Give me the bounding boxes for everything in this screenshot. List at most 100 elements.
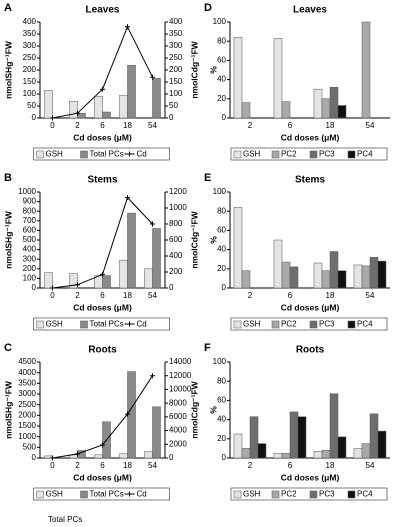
bar: [337, 436, 347, 459]
y-tick-label: 100: [23, 89, 37, 98]
bar: [241, 102, 251, 119]
legend: GSH PC2 PC3 PC4: [230, 317, 388, 331]
y2-tick-label: 0: [169, 453, 174, 462]
y2-tick-label: 8000: [169, 398, 187, 407]
legend-marker: [127, 321, 132, 327]
bar: [119, 453, 128, 459]
bar: [369, 413, 379, 459]
line-marker: [50, 115, 55, 121]
legend-label: PC4: [357, 320, 373, 329]
y-tick-label: 60: [217, 396, 226, 405]
legend-swatch: [233, 150, 242, 159]
y2-tick-label: 0: [169, 283, 174, 292]
bar: [44, 90, 53, 119]
y2-tick-label: 4000: [169, 426, 187, 435]
x-tick-label: 54: [366, 121, 375, 130]
y-tick-label: 700: [23, 216, 37, 225]
y-tick-label: 20: [217, 94, 226, 103]
legend-label: Cd: [137, 150, 147, 159]
bar: [257, 443, 267, 459]
x-tick-label: 18: [326, 291, 335, 300]
legend-label: Total PCs: [90, 490, 124, 499]
bar: [297, 416, 307, 459]
y-tick-label: 400: [23, 245, 37, 254]
bar: [233, 37, 243, 119]
panel-letter: B: [4, 172, 12, 184]
y-tick-label: 3000: [18, 389, 36, 398]
y-tick-label: 100: [213, 357, 227, 366]
legend-swatch: [347, 320, 356, 329]
y-tick-label: 100: [213, 17, 227, 26]
y-tick-label: 80: [217, 206, 226, 215]
legend-label: PC4: [357, 150, 373, 159]
line-marker: [150, 74, 155, 80]
line-marker: [125, 24, 130, 30]
y-tick-label: 20: [217, 434, 226, 443]
bar: [329, 251, 339, 289]
bar: [273, 452, 283, 459]
x-tick-label: 2: [75, 461, 80, 470]
x-tick-label: 6: [100, 461, 105, 470]
bar: [273, 239, 283, 289]
y2-tick-label: 1000: [169, 203, 187, 212]
legend-label: PC3: [319, 320, 335, 329]
x-tick-label: 6: [288, 121, 293, 130]
x-axis-label: Cd doses (μM): [281, 302, 340, 312]
legend-label: GSH: [46, 320, 64, 329]
legend-swatch: [309, 490, 318, 499]
legend-swatch: [271, 320, 280, 329]
legend-swatch: [36, 320, 44, 329]
panel-title: Stems: [295, 175, 325, 186]
x-tick-label: 2: [248, 121, 253, 130]
x-axis-label: Cd doses (μM): [73, 302, 132, 312]
panel-letter: F: [204, 342, 211, 354]
legend-label: PC3: [319, 150, 335, 159]
line-marker: [125, 195, 130, 201]
x-tick-label: 0: [50, 121, 55, 130]
x-tick-label: 54: [366, 291, 375, 300]
y2-tick-label: 200: [169, 65, 183, 74]
y2-tick-label: 2000: [169, 439, 187, 448]
y2-tick-label: 350: [169, 29, 183, 38]
line-marker: [150, 221, 155, 227]
y-tick-label: 0: [222, 453, 227, 462]
y-tick-label: 40: [217, 415, 226, 424]
bar: [361, 21, 371, 119]
bar: [329, 87, 339, 119]
legend-swatch: [271, 150, 280, 159]
panel-letter: A: [4, 2, 12, 14]
legend-swatch: [36, 490, 44, 499]
y-tick-label: 500: [23, 235, 37, 244]
legend-swatch: [309, 320, 318, 329]
y2-tick-label: 6000: [169, 412, 187, 421]
x-tick-label: 6: [100, 291, 105, 300]
legend-label: PC2: [281, 490, 297, 499]
y-tick-label: 0: [32, 283, 37, 292]
y2-axis-label: nmolCdg⁻¹FW: [189, 210, 199, 268]
bar: [119, 259, 128, 289]
legend-swatch: [80, 150, 88, 159]
panel-title: Leaves: [293, 5, 327, 16]
y-tick-label: 4000: [18, 368, 36, 377]
bar: [44, 272, 53, 289]
legend-swatch: [233, 490, 242, 499]
x-tick-label: 18: [123, 291, 132, 300]
bar: [233, 433, 243, 459]
legend-label: GSH: [243, 150, 261, 159]
legend-swatch: [80, 320, 88, 329]
y2-axis-label: nmolCdg⁻¹FW: [189, 380, 199, 438]
y-tick-label: 60: [217, 226, 226, 235]
y2-tick-label: 600: [169, 235, 183, 244]
x-axis-label: Cd doses (μM): [73, 472, 132, 482]
legend-label: Total PCs: [90, 320, 124, 329]
bar: [313, 88, 323, 119]
y-tick-label: 80: [217, 36, 226, 45]
y2-tick-label: 0: [169, 113, 174, 122]
legend-swatch: [309, 150, 318, 159]
bar: [313, 451, 323, 459]
y-tick-label: 0: [32, 113, 37, 122]
bar: [233, 207, 243, 289]
x-tick-label: 18: [123, 461, 132, 470]
y-tick-label: 2500: [18, 400, 36, 409]
